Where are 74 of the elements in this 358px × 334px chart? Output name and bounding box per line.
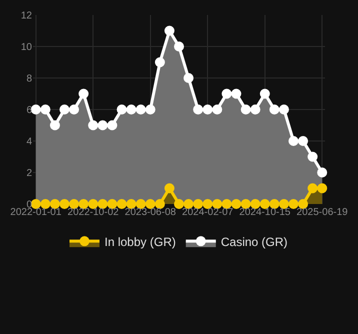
x-tick-label: 2022-10-02 bbox=[68, 207, 120, 218]
point bbox=[222, 199, 232, 209]
point bbox=[308, 183, 318, 194]
point bbox=[59, 199, 70, 209]
point bbox=[174, 199, 184, 209]
point bbox=[240, 104, 251, 114]
y-tick-label: 2 bbox=[26, 168, 32, 179]
point bbox=[136, 199, 146, 209]
point bbox=[154, 57, 165, 68]
point bbox=[298, 136, 308, 146]
point bbox=[288, 136, 299, 146]
y-tick-label: 10 bbox=[20, 42, 32, 53]
legend-label: In lobby (GR) bbox=[104, 234, 176, 249]
point bbox=[240, 199, 251, 209]
point bbox=[317, 168, 328, 178]
point bbox=[69, 104, 80, 114]
point bbox=[145, 104, 156, 114]
point bbox=[193, 104, 204, 114]
point bbox=[40, 104, 50, 114]
y-tick-label: 12 bbox=[20, 10, 32, 22]
point bbox=[269, 199, 280, 209]
point bbox=[50, 199, 60, 209]
point bbox=[126, 104, 136, 114]
point bbox=[212, 104, 222, 114]
x-tick-label: 2024-10-15 bbox=[239, 207, 291, 218]
point bbox=[69, 199, 80, 209]
point bbox=[278, 104, 289, 114]
point bbox=[193, 199, 204, 209]
point bbox=[88, 199, 98, 209]
point bbox=[260, 88, 270, 99]
point bbox=[269, 104, 280, 114]
point bbox=[288, 199, 299, 209]
x-tick-label: 2024-02-07 bbox=[182, 207, 234, 218]
point bbox=[136, 104, 146, 114]
point bbox=[107, 120, 118, 130]
point bbox=[260, 199, 270, 209]
point bbox=[202, 104, 213, 114]
point bbox=[116, 104, 127, 114]
point bbox=[298, 199, 308, 209]
point bbox=[88, 120, 98, 130]
point bbox=[202, 199, 213, 209]
point bbox=[164, 26, 174, 36]
point bbox=[184, 199, 194, 209]
point bbox=[126, 199, 136, 209]
point bbox=[278, 199, 289, 209]
point bbox=[78, 199, 89, 209]
point bbox=[231, 199, 242, 209]
y-tick-label: 4 bbox=[26, 136, 32, 148]
point bbox=[184, 73, 194, 83]
point bbox=[154, 199, 165, 209]
point bbox=[174, 42, 184, 52]
legend-label: Casino (GR) bbox=[220, 234, 288, 249]
x-tick-label: 2022-01-01 bbox=[10, 207, 62, 218]
point bbox=[222, 88, 232, 99]
point bbox=[116, 199, 127, 209]
point bbox=[250, 104, 260, 114]
point bbox=[40, 199, 50, 209]
x-tick-label: 2025-06-19 bbox=[296, 207, 348, 218]
point bbox=[98, 199, 108, 209]
point bbox=[50, 120, 60, 130]
point bbox=[250, 199, 260, 209]
point bbox=[212, 199, 222, 209]
x-tick-label: 2023-06-08 bbox=[124, 207, 176, 218]
point bbox=[317, 183, 328, 194]
point bbox=[164, 183, 174, 194]
point bbox=[98, 120, 108, 130]
point bbox=[231, 88, 242, 99]
point bbox=[145, 199, 156, 209]
point bbox=[59, 104, 70, 114]
point bbox=[107, 199, 118, 209]
y-tick-label: 6 bbox=[26, 105, 32, 116]
point bbox=[78, 88, 89, 99]
point bbox=[308, 152, 318, 162]
y-tick-label: 8 bbox=[26, 74, 32, 84]
